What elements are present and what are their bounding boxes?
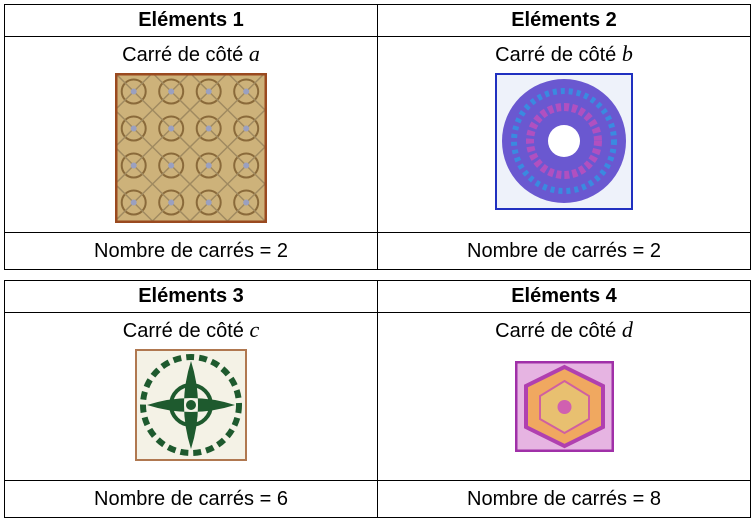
count-cell: Nombre de carrés = 8 [377,480,751,518]
variable: d [621,317,633,342]
content-cell: Carré de côté d [377,312,751,481]
table: Eléments 1 Eléments 2 Carré de côté a Ca… [4,4,751,270]
tile-image [514,361,614,452]
tile-image [115,73,267,223]
caption-text: Carré de côté [122,320,244,342]
variable: c [249,317,260,342]
caption-text: Carré de côté [495,44,617,66]
caption: Carré de côté a [5,41,377,67]
count-cell: Nombre de carrés = 6 [4,480,378,518]
content-cell: Carré de côté b [377,36,751,233]
caption: Carré de côté d [378,317,750,343]
caption-text: Carré de côté [495,320,617,342]
content-cell: Carré de côté c [4,312,378,481]
variable: a [248,41,260,66]
caption: Carré de côté c [5,317,377,343]
header-cell: Eléments 3 [4,280,378,313]
variable: b [621,41,633,66]
header-cell: Eléments 2 [377,4,751,37]
count-cell: Nombre de carrés = 2 [4,232,378,270]
count-cell: Nombre de carrés = 2 [377,232,751,270]
caption-text: Carré de côté [122,44,244,66]
caption: Carré de côté b [378,41,750,67]
tile-image [135,349,247,461]
header-cell: Eléments 1 [4,4,378,37]
content-cell: Carré de côté a [4,36,378,233]
tile-image [495,73,633,210]
table: Eléments 3 Eléments 4 Carré de côté c Ca… [4,280,751,518]
header-cell: Eléments 4 [377,280,751,313]
